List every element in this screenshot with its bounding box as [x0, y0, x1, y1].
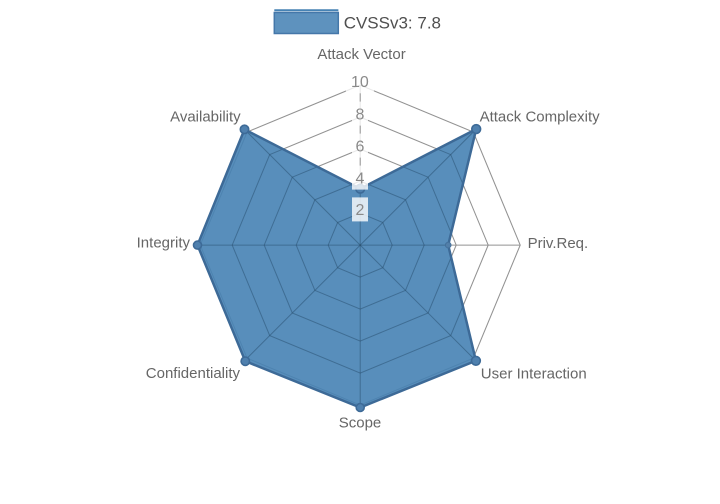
svg-text:2: 2	[355, 202, 364, 219]
svg-text:10: 10	[351, 74, 369, 91]
svg-text:Availability: Availability	[170, 109, 241, 126]
svg-text:6: 6	[355, 138, 364, 155]
svg-text:CVSSv3: 7.8: CVSSv3: 7.8	[344, 14, 441, 33]
svg-text:Attack Complexity: Attack Complexity	[480, 108, 601, 125]
svg-text:Scope: Scope	[339, 414, 382, 431]
svg-text:User Interaction: User Interaction	[481, 365, 587, 382]
svg-text:Attack Vector: Attack Vector	[317, 46, 405, 63]
svg-text:Integrity: Integrity	[137, 235, 191, 252]
svg-text:Priv.Req.: Priv.Req.	[528, 235, 589, 252]
svg-text:4: 4	[355, 170, 364, 187]
svg-text:8: 8	[355, 106, 364, 123]
svg-text:Confidentiality: Confidentiality	[146, 365, 241, 382]
